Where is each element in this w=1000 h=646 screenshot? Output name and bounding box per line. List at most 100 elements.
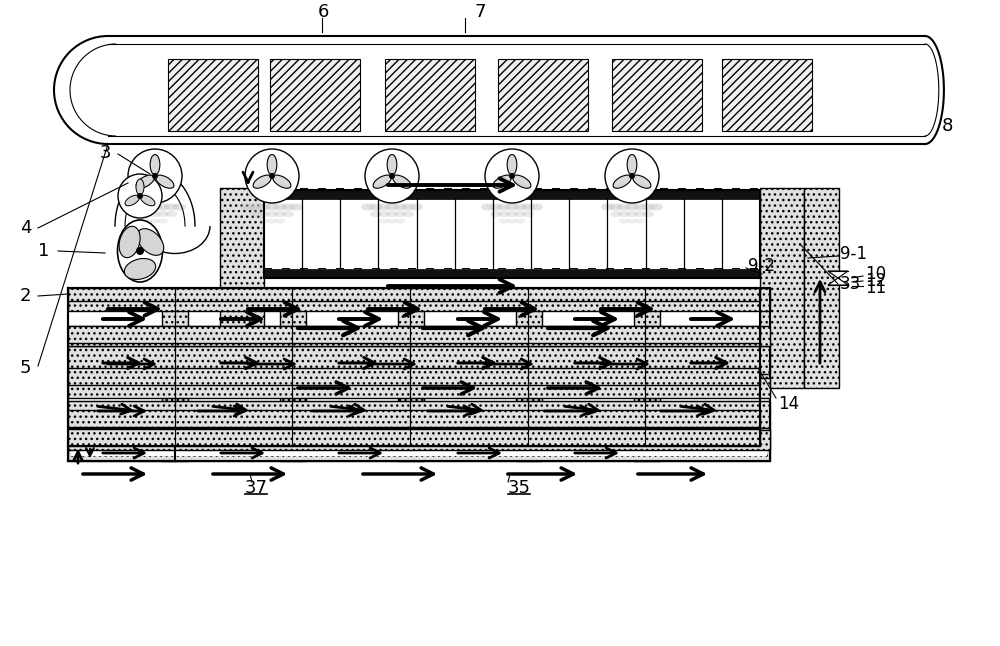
Text: 35: 35 [508,479,531,497]
Text: 7: 7 [475,3,486,21]
Text: 9-1: 9-1 [840,245,867,263]
Circle shape [605,149,659,203]
Text: 9-2: 9-2 [748,257,775,275]
Bar [516,288,542,461]
Ellipse shape [249,203,263,211]
Bar [760,188,804,388]
Ellipse shape [522,211,534,217]
Ellipse shape [507,218,517,224]
Circle shape [137,193,143,199]
Circle shape [118,174,162,218]
Ellipse shape [141,211,153,217]
Ellipse shape [617,203,631,211]
Text: 10: 10 [865,265,886,283]
Ellipse shape [257,203,271,211]
Bar [108,36,925,144]
Ellipse shape [156,175,174,188]
Ellipse shape [378,211,390,217]
Bar [162,288,188,461]
Ellipse shape [369,203,383,211]
Ellipse shape [267,154,277,175]
Ellipse shape [148,203,162,211]
Bar [264,269,760,278]
Bar [68,326,760,343]
Ellipse shape [613,175,631,188]
Ellipse shape [499,218,509,224]
Bar [68,288,770,461]
Bar [68,346,770,374]
Ellipse shape [258,211,270,217]
Ellipse shape [402,211,414,217]
Ellipse shape [377,203,391,211]
Ellipse shape [267,218,277,224]
Ellipse shape [493,175,511,188]
Bar [68,326,770,346]
Bar [264,190,760,278]
Ellipse shape [150,154,160,175]
Ellipse shape [505,203,519,211]
Ellipse shape [273,175,291,188]
Text: 14: 14 [778,395,799,413]
Ellipse shape [634,211,646,217]
Circle shape [152,173,158,179]
Ellipse shape [142,218,152,224]
Ellipse shape [393,175,411,188]
Ellipse shape [172,203,186,211]
Ellipse shape [133,211,145,217]
Ellipse shape [395,218,405,224]
Ellipse shape [124,203,138,211]
Ellipse shape [250,211,262,217]
Ellipse shape [132,203,146,211]
Ellipse shape [273,203,287,211]
Ellipse shape [373,175,391,188]
Ellipse shape [393,203,407,211]
Circle shape [245,149,299,203]
Ellipse shape [149,211,161,217]
Ellipse shape [241,203,255,211]
Polygon shape [828,278,848,285]
Ellipse shape [626,211,638,217]
Ellipse shape [141,195,155,206]
Text: 37: 37 [245,479,268,497]
Ellipse shape [259,218,269,224]
Ellipse shape [164,203,178,211]
Circle shape [509,173,515,179]
Ellipse shape [253,175,271,188]
Ellipse shape [641,203,655,211]
Bar [498,59,588,131]
Text: 4: 4 [20,219,32,237]
Ellipse shape [118,220,163,282]
Text: 2: 2 [20,287,32,305]
Ellipse shape [124,258,156,280]
Circle shape [269,173,275,179]
Bar [68,368,760,385]
Bar [168,59,258,131]
Circle shape [389,173,395,179]
Text: 6: 6 [318,3,329,21]
Ellipse shape [409,203,423,211]
Ellipse shape [635,218,645,224]
Bar [71,433,767,456]
Ellipse shape [627,218,637,224]
Circle shape [629,173,635,179]
Ellipse shape [489,203,503,211]
Bar [68,288,770,426]
Bar [68,288,770,461]
Ellipse shape [529,203,543,211]
Ellipse shape [140,203,154,211]
Ellipse shape [379,218,389,224]
Ellipse shape [386,211,398,217]
Ellipse shape [514,211,526,217]
Bar [68,401,770,428]
Ellipse shape [610,211,622,217]
Ellipse shape [513,175,531,188]
Ellipse shape [515,218,525,224]
Ellipse shape [137,229,164,255]
Ellipse shape [385,203,399,211]
Ellipse shape [619,218,629,224]
Ellipse shape [165,211,177,217]
Ellipse shape [601,203,615,211]
Bar [68,288,760,301]
Ellipse shape [136,175,154,188]
Ellipse shape [507,154,517,175]
